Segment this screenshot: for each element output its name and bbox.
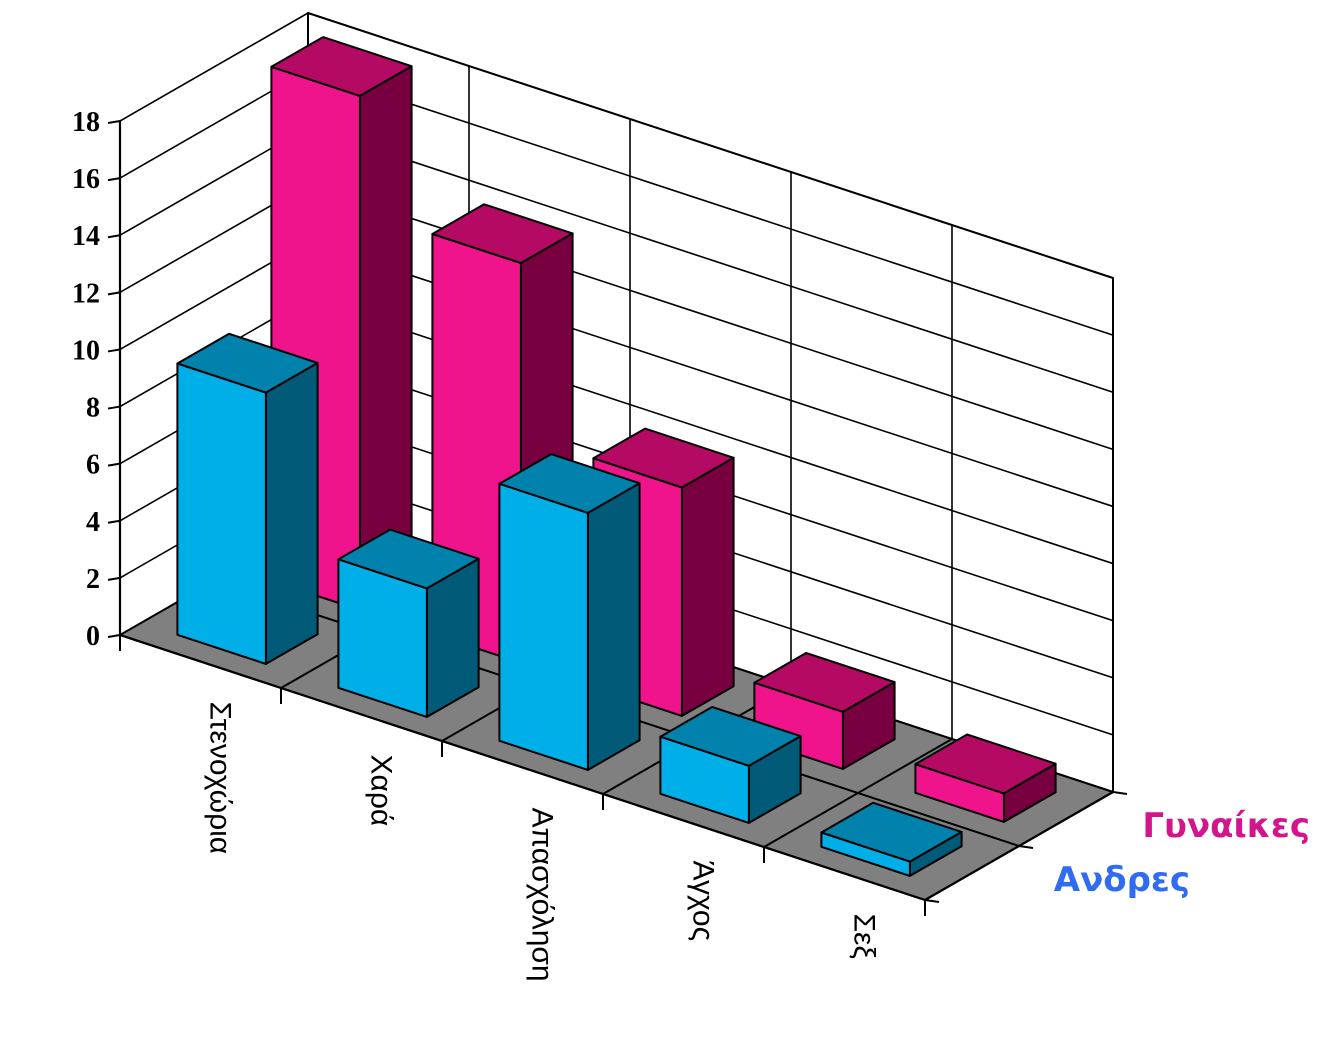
depth-tick xyxy=(924,899,940,903)
y-tick xyxy=(107,462,121,467)
bar-top xyxy=(659,706,802,767)
category-labels: Στενοχώρια Χαρά Απασχόληση Άγχος Σεξ xyxy=(204,702,881,982)
y-tick-label: 10 xyxy=(72,335,100,366)
y-tick-label: 0 xyxy=(86,621,100,652)
y-tick xyxy=(107,120,121,124)
bar-women-3 xyxy=(753,652,896,770)
bar-front xyxy=(498,482,589,771)
depth-tick xyxy=(1112,791,1128,795)
y-tick-label: 6 xyxy=(86,450,100,481)
y-tick-label: 8 xyxy=(86,393,100,424)
bar-men-2 xyxy=(498,453,641,771)
bar-men-1 xyxy=(337,528,480,718)
y-tick xyxy=(107,348,121,353)
bar-top xyxy=(176,332,319,394)
bar-men-3 xyxy=(659,706,802,824)
back-gridline xyxy=(307,12,1114,279)
bar-top xyxy=(914,733,1057,795)
category-label: Στενοχώρια xyxy=(204,702,237,855)
category-label: Άγχος xyxy=(687,861,720,942)
bar-women-4 xyxy=(914,733,1057,823)
y-tick-label: 4 xyxy=(86,507,100,538)
y-tick-label: 14 xyxy=(72,221,100,252)
back-gridline xyxy=(307,69,1114,336)
bar-top xyxy=(337,528,480,590)
bar-men-0 xyxy=(176,332,319,665)
series-label: Ανδρες xyxy=(1054,860,1190,900)
bar-side xyxy=(586,482,641,771)
bar-top xyxy=(270,36,413,97)
series-labels: Ανδρες Γυναίκες xyxy=(1054,806,1310,900)
x-axis-line xyxy=(119,633,926,902)
y-tick xyxy=(107,634,121,638)
bar-top xyxy=(431,203,574,265)
y-tick-label: 18 xyxy=(72,107,100,138)
bar-top xyxy=(753,652,896,713)
bar-women-0 xyxy=(270,36,413,611)
y-tick xyxy=(107,576,121,581)
depth-tick xyxy=(1018,845,1034,849)
y-tick xyxy=(107,177,121,182)
y-tick-label: 16 xyxy=(72,164,100,195)
bar-side xyxy=(680,456,735,717)
back-gridline xyxy=(307,126,1114,393)
y-tick-label: 12 xyxy=(72,278,100,309)
side-gridline xyxy=(119,12,309,122)
bar-top xyxy=(592,427,735,489)
bar-men-4 xyxy=(820,801,963,877)
series-label: Γυναίκες xyxy=(1142,806,1310,846)
y-tick xyxy=(107,234,121,239)
y-tick xyxy=(107,519,121,524)
chart-axes: 0 2 4 6 8 10 12 14 16 18 xyxy=(72,107,1128,916)
y-tick xyxy=(107,291,121,296)
bar-front xyxy=(176,362,267,665)
y-tick-label: 2 xyxy=(86,564,100,595)
category-label: Σεξ xyxy=(848,914,881,959)
category-label: Απασχόληση xyxy=(526,808,559,982)
bar-top xyxy=(498,453,641,514)
y-tick xyxy=(107,405,121,410)
category-label: Χαρά xyxy=(365,755,398,827)
bar-top xyxy=(820,801,963,863)
chart-bars xyxy=(176,36,1057,877)
bar-side xyxy=(358,65,413,611)
bar-side xyxy=(264,361,319,665)
